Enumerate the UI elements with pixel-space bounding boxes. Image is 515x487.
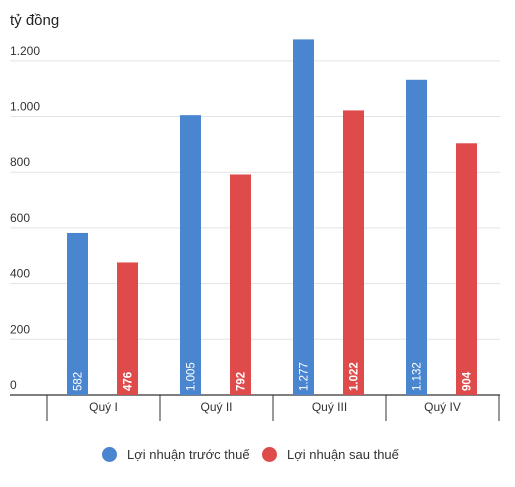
- bar: [456, 143, 477, 395]
- legend-swatch-after-tax: [262, 446, 277, 462]
- x-tick-label: Quý IV: [424, 400, 461, 414]
- data-label: 476: [123, 372, 135, 391]
- bar: [406, 79, 427, 395]
- bar: [117, 262, 138, 395]
- legend-label-after-tax: Lợi nhuận sau thuế: [287, 446, 399, 462]
- y-tick-label: 400: [10, 267, 30, 281]
- y-tick-label: 600: [10, 211, 30, 225]
- y-tick-label: 1.000: [10, 100, 40, 114]
- x-tick-label: Quý II: [200, 400, 232, 414]
- data-label: 582: [73, 372, 85, 391]
- y-tick-label: 1.200: [10, 44, 40, 58]
- data-label: 1.005: [186, 362, 198, 391]
- legend-item-before-tax: Lợi nhuận trước thuế: [102, 442, 250, 466]
- y-tick-label: 200: [10, 322, 30, 336]
- data-label: 1.277: [299, 362, 311, 391]
- legend-item-after-tax: Lợi nhuận sau thuế: [262, 442, 399, 466]
- data-label: 792: [236, 372, 248, 391]
- legend: Lợi nhuận trước thuế Lợi nhuận sau thuế: [0, 442, 515, 466]
- bar: [230, 174, 251, 395]
- legend-swatch-before-tax: [102, 446, 117, 462]
- y-tick-label: 0: [10, 378, 17, 392]
- legend-label-before-tax: Lợi nhuận trước thuế: [127, 446, 250, 462]
- data-label: 904: [462, 371, 474, 391]
- x-tick-label: Quý I: [89, 400, 118, 414]
- data-label: 1.022: [349, 362, 361, 391]
- x-tick-label: Quý III: [312, 400, 347, 414]
- bar: [293, 39, 314, 396]
- bar: [343, 110, 364, 396]
- y-tick-label: 800: [10, 155, 30, 169]
- data-label: 1.132: [412, 362, 424, 391]
- y-axis-title: tỷ đồng: [10, 12, 60, 29]
- bar: [180, 115, 201, 396]
- bar: [67, 232, 88, 395]
